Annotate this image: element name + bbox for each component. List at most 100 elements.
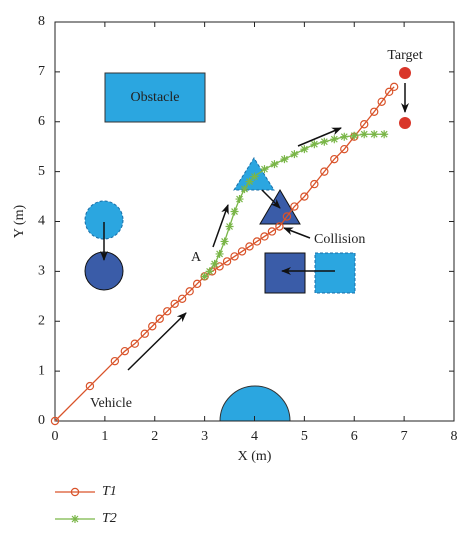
point (377, 97, 386, 107)
point (280, 155, 289, 164)
point (245, 242, 254, 251)
series (50, 82, 399, 426)
point (230, 207, 239, 216)
point (200, 272, 209, 281)
point (380, 130, 389, 139)
point (163, 307, 172, 316)
target-dot (399, 117, 411, 129)
point (290, 202, 299, 211)
arrow (212, 204, 229, 248)
point (222, 257, 232, 266)
x-tick-label: 2 (151, 429, 158, 444)
point (310, 140, 319, 149)
point (260, 165, 269, 174)
point (130, 339, 139, 348)
series-line (54, 86, 395, 422)
x-tick-label: 3 (201, 429, 208, 444)
point (330, 135, 339, 144)
point (370, 107, 379, 116)
arrow (127, 312, 187, 371)
point (389, 82, 399, 92)
point (360, 120, 369, 129)
y-tick-label: 3 (38, 264, 45, 279)
point (155, 314, 164, 323)
point (192, 279, 202, 289)
obstacle-semicircle (219, 385, 291, 422)
x-tick-label: 0 (52, 429, 59, 444)
point (320, 137, 329, 146)
obstacle-square-end (264, 252, 306, 294)
arrow (261, 189, 281, 209)
point (282, 212, 292, 221)
y-tick-label: 7 (38, 64, 45, 79)
point (330, 154, 339, 164)
point (290, 150, 299, 159)
point (237, 247, 247, 256)
x-tick-label: 5 (301, 429, 308, 444)
point (370, 130, 379, 139)
point (300, 145, 309, 154)
point (235, 195, 244, 204)
point (50, 416, 60, 426)
point (215, 262, 224, 271)
x-tick-label: 4 (251, 429, 258, 444)
point (252, 237, 262, 246)
point (185, 287, 194, 296)
y-axis-label: Y (m) (12, 205, 27, 239)
point (260, 232, 269, 241)
point (85, 381, 95, 391)
point (320, 167, 329, 176)
y-tick-label: 1 (38, 363, 45, 378)
point (148, 322, 157, 331)
obstacle-circle-start (84, 200, 124, 240)
point (240, 185, 249, 194)
legend-marker (70, 487, 80, 497)
point (350, 131, 359, 140)
annotation: Vehicle (90, 396, 132, 411)
legend-label: T1 (102, 484, 117, 499)
x-axis-label: X (m) (238, 449, 272, 464)
annotation: Collision (314, 232, 365, 247)
y-tick-label: 8 (38, 14, 45, 29)
y-tick-label: 2 (38, 313, 45, 328)
annotation: A (191, 250, 202, 265)
point (220, 237, 229, 246)
annotation: Obstacle (131, 90, 180, 105)
x-tick-label: 1 (101, 429, 108, 444)
point (310, 179, 319, 189)
y-tick-label: 6 (38, 114, 45, 129)
annotation: Target (387, 48, 422, 63)
point (384, 87, 394, 97)
obstacle-rect (104, 72, 206, 123)
point (140, 329, 149, 338)
point (230, 252, 239, 261)
obstacle-square-start (314, 252, 356, 294)
point (340, 132, 349, 141)
point (210, 259, 219, 268)
target-dot (399, 67, 411, 79)
point (360, 130, 369, 139)
y-tick-label: 0 (38, 413, 45, 428)
point (340, 144, 349, 154)
point (250, 172, 259, 181)
y-tick-label: 5 (38, 164, 45, 179)
point (275, 222, 284, 231)
point (245, 177, 254, 186)
point (177, 294, 187, 304)
point (110, 356, 120, 366)
arrow (297, 127, 342, 147)
point (120, 346, 130, 356)
y-tick-label: 4 (38, 214, 45, 229)
legend-marker (71, 515, 79, 523)
series (200, 130, 389, 281)
point (170, 299, 179, 308)
point (267, 227, 277, 236)
x-tick-label: 7 (401, 429, 408, 444)
legend-label: T2 (102, 511, 117, 526)
x-tick-label: 8 (451, 429, 458, 444)
point (215, 249, 224, 258)
arrow (283, 227, 311, 239)
x-tick-label: 6 (351, 429, 358, 444)
point (270, 160, 279, 169)
